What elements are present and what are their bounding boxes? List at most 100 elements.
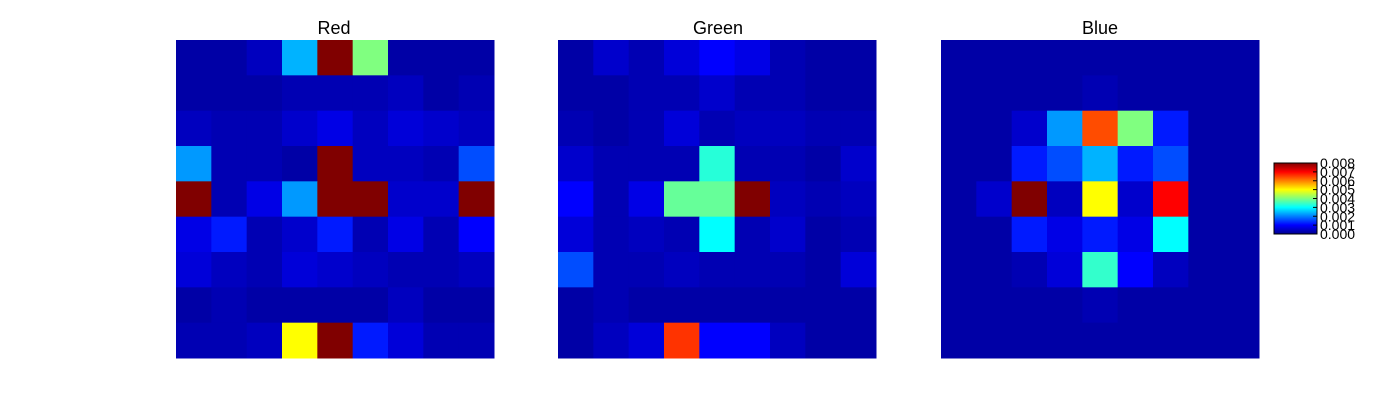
heatmap-green-cell-r0-c6 xyxy=(770,40,806,76)
heatmap-green-cell-r8-c2 xyxy=(628,322,665,359)
heatmap-green-cell-r3-c4 xyxy=(699,146,736,182)
heatmap-green-cell-r2-c3 xyxy=(664,110,700,147)
heatmap-blue-cell-r2-c6 xyxy=(1153,110,1189,147)
heatmap-red-cell-r7-c6 xyxy=(388,287,424,324)
heatmap-green-cell-r4-c5 xyxy=(734,181,771,218)
heatmap-green-cell-r5-c6 xyxy=(770,216,806,253)
heatmap-red-cell-r3-c8 xyxy=(458,146,495,182)
panel-title-red: Red xyxy=(317,18,350,38)
heatmap-green-cell-r0-c5 xyxy=(734,40,771,76)
heatmap-blue-cell-r5-c0 xyxy=(941,216,977,253)
heatmap-green-cell-r8-c1 xyxy=(593,322,630,359)
heatmap-green-cell-r6-c6 xyxy=(770,252,806,288)
heatmap-blue-cell-r4-c1 xyxy=(976,181,1013,218)
heatmap-blue-cell-r0-c7 xyxy=(1188,40,1225,76)
heatmap-green-cell-r6-c1 xyxy=(593,252,630,288)
heatmap-red-cell-r8-c0 xyxy=(176,322,212,359)
panel-green: Green xyxy=(558,18,877,359)
heatmap-green-cell-r0-c2 xyxy=(628,40,665,76)
heatmap-green-cell-r3-c6 xyxy=(770,146,806,182)
heatmap-red-cell-r1-c4 xyxy=(317,75,354,112)
heatmap-blue-cell-r1-c1 xyxy=(976,75,1013,112)
heatmap-red-cell-r3-c3 xyxy=(282,146,318,182)
heatmap-red-cell-r2-c6 xyxy=(388,110,424,147)
heatmap-green-cell-r7-c6 xyxy=(770,287,806,324)
heatmap-blue-cell-r6-c4 xyxy=(1082,252,1119,288)
heatmap-green-cell-r1-c7 xyxy=(805,75,842,112)
heatmap-red-cell-r6-c2 xyxy=(246,252,283,288)
heatmap-blue-cell-r8-c0 xyxy=(941,322,977,359)
heatmap-red-cell-r5-c0 xyxy=(176,216,212,253)
heatmap-red-cell-r0-c1 xyxy=(211,40,248,76)
heatmap-green-cell-r0-c1 xyxy=(593,40,630,76)
heatmap-red-cell-r3-c0 xyxy=(176,146,212,182)
heatmap-red-cell-r3-c6 xyxy=(388,146,424,182)
heatmap-blue-cell-r0-c3 xyxy=(1047,40,1083,76)
heatmap-red-cell-r7-c1 xyxy=(211,287,248,324)
heatmap-green-cell-r3-c5 xyxy=(734,146,771,182)
heatmap-red-cell-r2-c2 xyxy=(246,110,283,147)
panel-title-blue: Blue xyxy=(1082,18,1118,38)
heatmap-red-cell-r8-c7 xyxy=(423,322,460,359)
heatmap-red-cell-r7-c2 xyxy=(246,287,283,324)
heatmap-red-cell-r2-c4 xyxy=(317,110,354,147)
heatmap-blue-cell-r8-c6 xyxy=(1153,322,1189,359)
heatmap-red-cell-r2-c3 xyxy=(282,110,318,147)
heatmap-blue-cell-r8-c4 xyxy=(1082,322,1119,359)
heatmap-red-cell-r0-c3 xyxy=(282,40,318,76)
heatmap-blue-cell-r0-c2 xyxy=(1011,40,1048,76)
heatmap-green-cell-r6-c7 xyxy=(805,252,842,288)
heatmap-green-cell-r4-c2 xyxy=(628,181,665,218)
heatmap-red-cell-r6-c3 xyxy=(282,252,318,288)
heatmap-red-cell-r0-c7 xyxy=(423,40,460,76)
heatmap-blue-cell-r8-c2 xyxy=(1011,322,1048,359)
heatmap-green-cell-r6-c8 xyxy=(840,252,877,288)
heatmap-green-cell-r4-c6 xyxy=(770,181,806,218)
heatmap-green-cell-r0-c4 xyxy=(699,40,736,76)
heatmap-green-cell-r2-c4 xyxy=(699,110,736,147)
heatmap-green-cell-r8-c8 xyxy=(840,322,877,359)
panel-title-green: Green xyxy=(693,18,743,38)
heatmap-red-cell-r2-c8 xyxy=(458,110,495,147)
heatmap-blue-cell-r6-c1 xyxy=(976,252,1013,288)
heatmap-red-cell-r2-c7 xyxy=(423,110,460,147)
heatmap-blue-cell-r3-c1 xyxy=(976,146,1013,182)
heatmap-blue-cell-r2-c4 xyxy=(1082,110,1119,147)
heatmap-red-cell-r4-c2 xyxy=(246,181,283,218)
heatmap-red-cell-r1-c0 xyxy=(176,75,212,112)
heatmap-green-cell-r2-c5 xyxy=(734,110,771,147)
heatmap-blue-cell-r4-c4 xyxy=(1082,181,1119,218)
heatmap-red-cell-r5-c1 xyxy=(211,216,248,253)
heatmap-green-cell-r1-c5 xyxy=(734,75,771,112)
colorbar-tick-label: 0.008 xyxy=(1320,155,1355,171)
heatmap-green-cell-r5-c2 xyxy=(628,216,665,253)
heatmap-green-cell-r4-c8 xyxy=(840,181,877,218)
colorbar-tick-label: 0.007 xyxy=(1320,164,1355,180)
heatmap-blue-cell-r1-c4 xyxy=(1082,75,1119,112)
heatmap-red-cell-r3-c5 xyxy=(352,146,389,182)
heatmap-green-cell-r7-c4 xyxy=(699,287,736,324)
heatmap-green-cell-r1-c0 xyxy=(558,75,594,112)
colorbar-tick-label: 0.004 xyxy=(1320,191,1355,207)
heatmap-red-cell-r1-c5 xyxy=(352,75,389,112)
heatmap-red-cell-r7-c3 xyxy=(282,287,318,324)
heatmap-green-cell-r4-c7 xyxy=(805,181,842,218)
heatmap-green-cell-r1-c3 xyxy=(664,75,700,112)
heatmap-green-cell-r2-c0 xyxy=(558,110,594,147)
heatmap-red-cell-r0-c2 xyxy=(246,40,283,76)
heatmap-green-cell-r3-c2 xyxy=(628,146,665,182)
heatmap-green-cell-r0-c7 xyxy=(805,40,842,76)
heatmap-blue-cell-r8-c7 xyxy=(1188,322,1225,359)
heatmap-blue-cell-r0-c8 xyxy=(1223,40,1260,76)
panel-blue: Blue xyxy=(941,18,1260,359)
heatmap-red-cell-r3-c4 xyxy=(317,146,354,182)
heatmap-green-cell-r7-c0 xyxy=(558,287,594,324)
heatmap-green-cell-r0-c0 xyxy=(558,40,594,76)
heatmap-blue-cell-r5-c8 xyxy=(1223,216,1260,253)
heatmap-blue-cell-r1-c6 xyxy=(1153,75,1189,112)
heatmap-blue-cell-r4-c8 xyxy=(1223,181,1260,218)
heatmap-blue-cell-r4-c7 xyxy=(1188,181,1225,218)
heatmap-green-cell-r8-c0 xyxy=(558,322,594,359)
heatmap-green-cell-r7-c5 xyxy=(734,287,771,324)
colorbar-ticks: 0.0000.0010.0020.0030.0040.0050.0060.007… xyxy=(1313,155,1355,242)
